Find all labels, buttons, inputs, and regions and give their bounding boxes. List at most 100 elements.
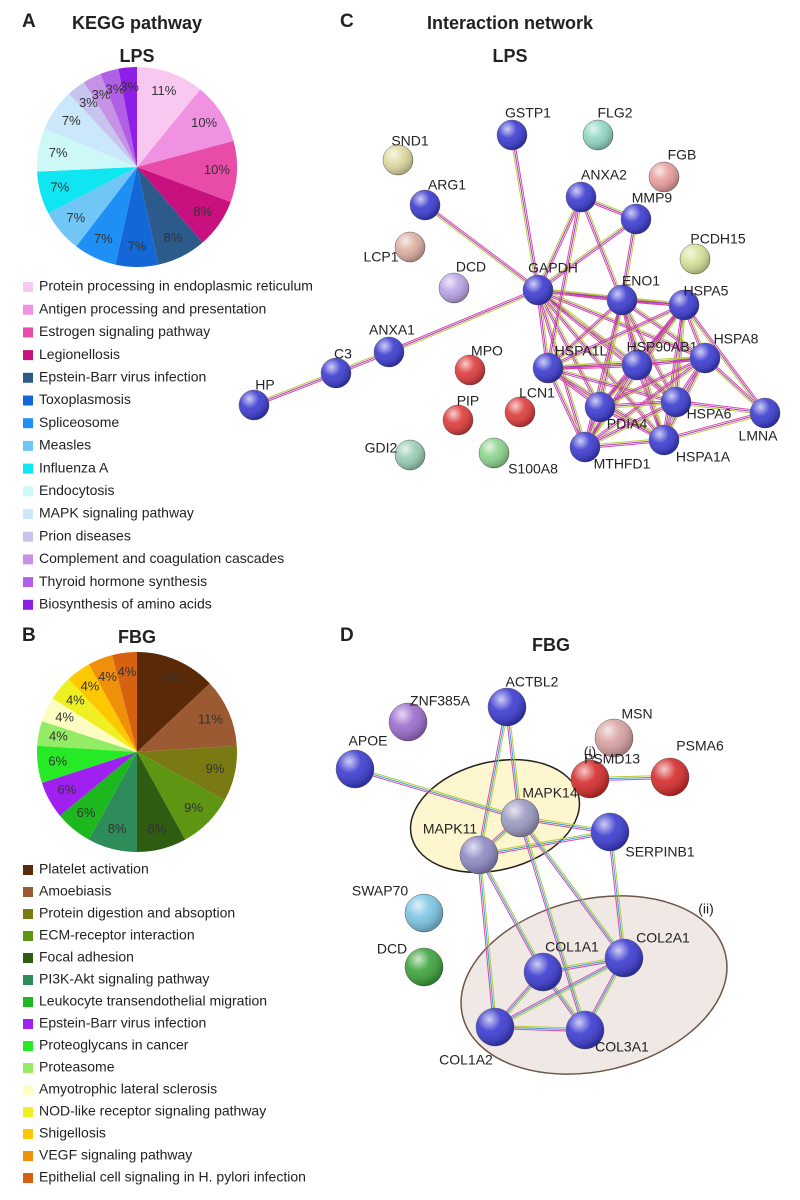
pie-slice	[44, 93, 137, 167]
legend-swatch	[23, 440, 33, 451]
edge	[518, 818, 624, 960]
panel-title: KEGG pathway	[72, 13, 202, 33]
node-label: ANXA2	[581, 167, 627, 183]
network: ACTBL2 MSN ZNF385A PSMD13 PSMA6 APOE MAPK14 MAP…	[335, 674, 724, 1068]
edge	[549, 197, 584, 369]
node-label: MSN	[621, 706, 652, 722]
node-shine	[374, 337, 404, 367]
node-shine	[488, 688, 526, 726]
pie-slice	[88, 655, 137, 752]
slice-label: 9%	[206, 761, 225, 776]
edge	[519, 817, 625, 959]
slice-label: 8%	[164, 230, 183, 245]
node-shine	[497, 120, 527, 150]
slice-label: 7%	[66, 210, 85, 225]
edge	[582, 196, 624, 300]
legend-swatch	[23, 1085, 33, 1095]
node-label: GAPDH	[528, 260, 578, 276]
node-shine	[651, 758, 689, 796]
edge	[675, 304, 685, 403]
node-shine	[661, 387, 691, 417]
slice-label: 7%	[128, 238, 147, 253]
node-label: PIP	[457, 393, 480, 409]
node-shine	[439, 273, 469, 303]
edge	[579, 197, 621, 301]
edge	[684, 303, 767, 413]
edge	[599, 357, 706, 408]
panel-label: A	[22, 11, 36, 32]
edge	[478, 829, 610, 854]
node-label: GDI2	[365, 440, 398, 456]
edge	[480, 707, 510, 856]
node-shine	[690, 343, 720, 373]
node-shine	[476, 1008, 514, 1046]
node-shine	[405, 894, 443, 932]
node-shine	[443, 405, 473, 435]
group-ellipse	[409, 758, 581, 874]
slice-label: 6%	[77, 805, 96, 820]
node-shine	[607, 285, 637, 315]
pie-slice	[137, 752, 225, 840]
node-label: SND1	[391, 133, 429, 149]
node-label: APOE	[349, 733, 388, 749]
pie-slice	[115, 167, 159, 267]
pie-slice	[137, 167, 203, 265]
node-label: PDIA4	[607, 416, 648, 432]
node-label: COL1A2	[439, 1052, 493, 1068]
pie-slice	[137, 683, 237, 752]
node-label: FGB	[668, 147, 697, 163]
node-label: DCD	[377, 941, 407, 957]
node-shine	[595, 719, 633, 757]
node-label: HP	[255, 377, 274, 393]
legend-label: Legionellosis	[39, 346, 120, 362]
edge	[388, 288, 538, 351]
node-label: ACTBL2	[506, 674, 559, 690]
node-label: PCDH15	[690, 231, 745, 247]
node-shine	[571, 760, 609, 798]
node-shine	[336, 750, 374, 788]
legend-label: Estrogen signaling pathway	[39, 323, 210, 339]
edge	[548, 300, 624, 370]
edge	[476, 855, 494, 1028]
node-label: HSPA5	[684, 283, 729, 299]
edge	[388, 289, 539, 353]
node-shine	[505, 397, 535, 427]
legend-label: Platelet activation	[39, 861, 149, 877]
edge	[664, 414, 766, 443]
node-shine	[405, 948, 443, 986]
edge	[536, 290, 600, 408]
pie-slice	[37, 167, 137, 214]
legend-label: Amoebiasis	[39, 883, 111, 899]
edge	[582, 299, 621, 447]
legend-label: Protein digestion and absoption	[39, 905, 235, 921]
node-shine	[566, 182, 596, 212]
edge	[425, 203, 540, 290]
node-shine	[570, 432, 600, 462]
edge	[537, 196, 582, 291]
pie-slice	[137, 140, 237, 203]
legend-label: Influenza A	[39, 459, 109, 475]
edge	[519, 817, 586, 1031]
node-shine	[583, 120, 613, 150]
edge	[480, 854, 498, 1027]
edge	[609, 831, 625, 959]
legend-label: Measles	[39, 437, 91, 453]
legend-swatch	[23, 486, 33, 497]
slice-label: 4%	[81, 679, 100, 694]
edge	[599, 356, 705, 407]
edge	[517, 818, 584, 1031]
legend-label: Antigen processing and presentation	[39, 300, 266, 316]
legend-label: Epithelial cell signaling in H. pylori i…	[39, 1169, 306, 1185]
node-shine	[501, 799, 539, 837]
edge	[536, 217, 636, 290]
edge	[661, 304, 683, 440]
pie-slice	[48, 167, 137, 247]
pie-slice	[36, 745, 137, 783]
edge	[354, 770, 520, 821]
pie-slice	[68, 664, 137, 752]
edge	[547, 303, 684, 368]
node-shine	[383, 145, 413, 175]
pie-slice	[137, 67, 201, 167]
edge	[545, 196, 580, 368]
node-shine	[460, 836, 498, 874]
